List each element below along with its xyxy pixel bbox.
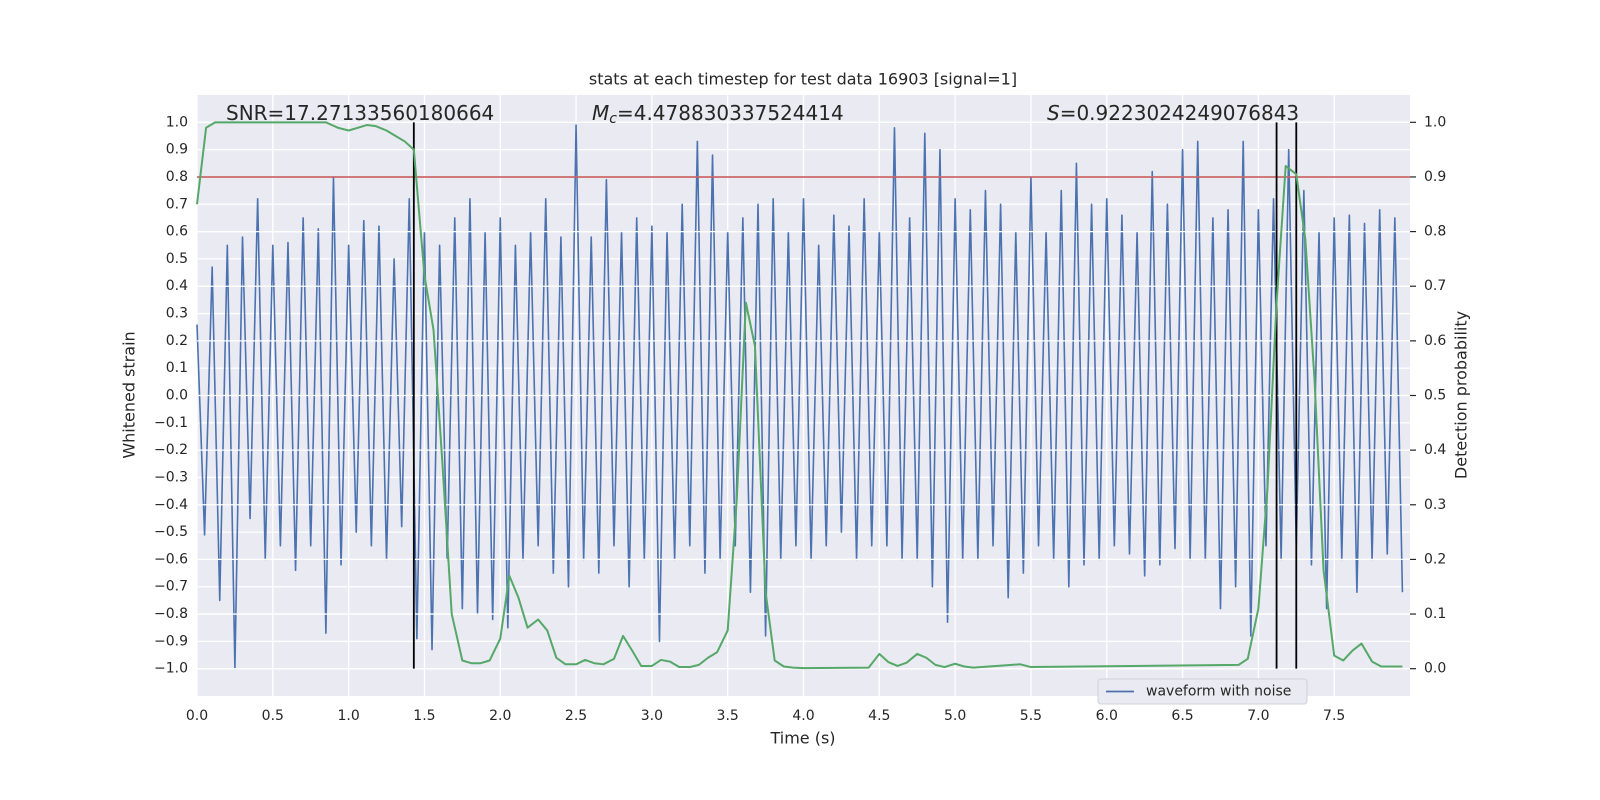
y-tick-label: −1.0	[154, 661, 188, 677]
y-tick-label: −0.2	[154, 442, 188, 458]
y-tick-label: −0.3	[154, 469, 188, 485]
x-tick-label: 7.5	[1323, 708, 1345, 724]
x-tick-label: 6.5	[1171, 708, 1193, 724]
y-tick-label: −0.4	[154, 497, 188, 513]
annotation-text: SNR=17.27133560180664	[226, 101, 494, 125]
x-tick-label: 3.0	[641, 708, 663, 724]
y-tick-label: 0.6	[166, 224, 188, 240]
y2-tick-label: 0.9	[1424, 169, 1446, 185]
x-tick-label: 4.0	[792, 708, 814, 724]
probability-line	[196, 121, 1403, 670]
x-tick-label: 5.0	[944, 708, 966, 724]
chart-title: stats at each timestep for test data 169…	[589, 70, 1017, 89]
x-axis-label: Time (s)	[769, 729, 835, 748]
x-tick-label: 3.5	[717, 708, 739, 724]
x-tick-label: 7.0	[1247, 708, 1269, 724]
y2-tick-label: 0.1	[1424, 606, 1446, 622]
y2-axis-label: Detection probability	[1452, 311, 1471, 479]
y-tick-label: −0.6	[154, 551, 188, 567]
annotation-symbol: M	[592, 101, 609, 125]
y-tick-label: 0.7	[166, 196, 188, 212]
x-tick-label: 0.5	[262, 708, 284, 724]
y-tick-label: 0.1	[166, 360, 188, 376]
y-tick-label: 1.0	[166, 114, 188, 130]
annotation-subscript: c	[609, 111, 617, 127]
y2-tick-label: 0.0	[1424, 661, 1446, 677]
annotation-symbol: S	[1047, 101, 1060, 125]
y-tick-label: 0.9	[166, 142, 188, 158]
y2-tick-label: 0.3	[1424, 497, 1446, 513]
x-tick-label: 1.5	[413, 708, 435, 724]
x-tick-label: 0.0	[186, 708, 208, 724]
y2-tick-label: 0.8	[1424, 224, 1446, 240]
legend-box	[1097, 678, 1308, 705]
y-tick-label: −0.8	[154, 606, 188, 622]
y2-tick-label: 0.5	[1424, 388, 1446, 404]
x-tick-label: 5.5	[1020, 708, 1042, 724]
y-tick-label: 0.0	[166, 388, 188, 404]
y2-tick-label: 0.4	[1424, 442, 1446, 458]
y-tick-label: −0.1	[154, 415, 188, 431]
y-tick-label: 0.8	[166, 169, 188, 185]
y2-tick-label: 0.2	[1424, 551, 1446, 567]
y-tick-label: −0.5	[154, 524, 188, 540]
x-tick-label: 6.0	[1096, 708, 1118, 724]
y2-tick-label: 0.7	[1424, 278, 1446, 294]
x-tick-label: 2.0	[489, 708, 511, 724]
waveform-line	[196, 124, 1404, 670]
annotation: S=0.9223024249076843	[1047, 101, 1299, 125]
annotation-text: =4.478830337524414	[617, 101, 844, 125]
y-tick-label: 0.3	[166, 306, 188, 322]
legend-label: waveform with noise	[1146, 684, 1291, 700]
annotation: SNR=17.27133560180664	[226, 101, 494, 125]
y-tick-label: 0.2	[166, 333, 188, 349]
annotation-text: =0.9223024249076843	[1060, 101, 1299, 125]
y-axis-label: Whitened strain	[120, 331, 139, 458]
annotation: Mc=4.478830337524414	[592, 101, 844, 128]
y2-tick-label: 1.0	[1424, 114, 1446, 130]
y-tick-label: −0.9	[154, 633, 188, 649]
y-tick-label: 0.5	[166, 251, 188, 267]
y2-tick-label: 0.6	[1424, 333, 1446, 349]
x-tick-label: 1.0	[337, 708, 359, 724]
y-tick-label: 0.4	[166, 278, 188, 294]
x-tick-label: 4.5	[868, 708, 890, 724]
x-tick-label: 2.5	[565, 708, 587, 724]
y-tick-label: −0.7	[154, 579, 188, 595]
